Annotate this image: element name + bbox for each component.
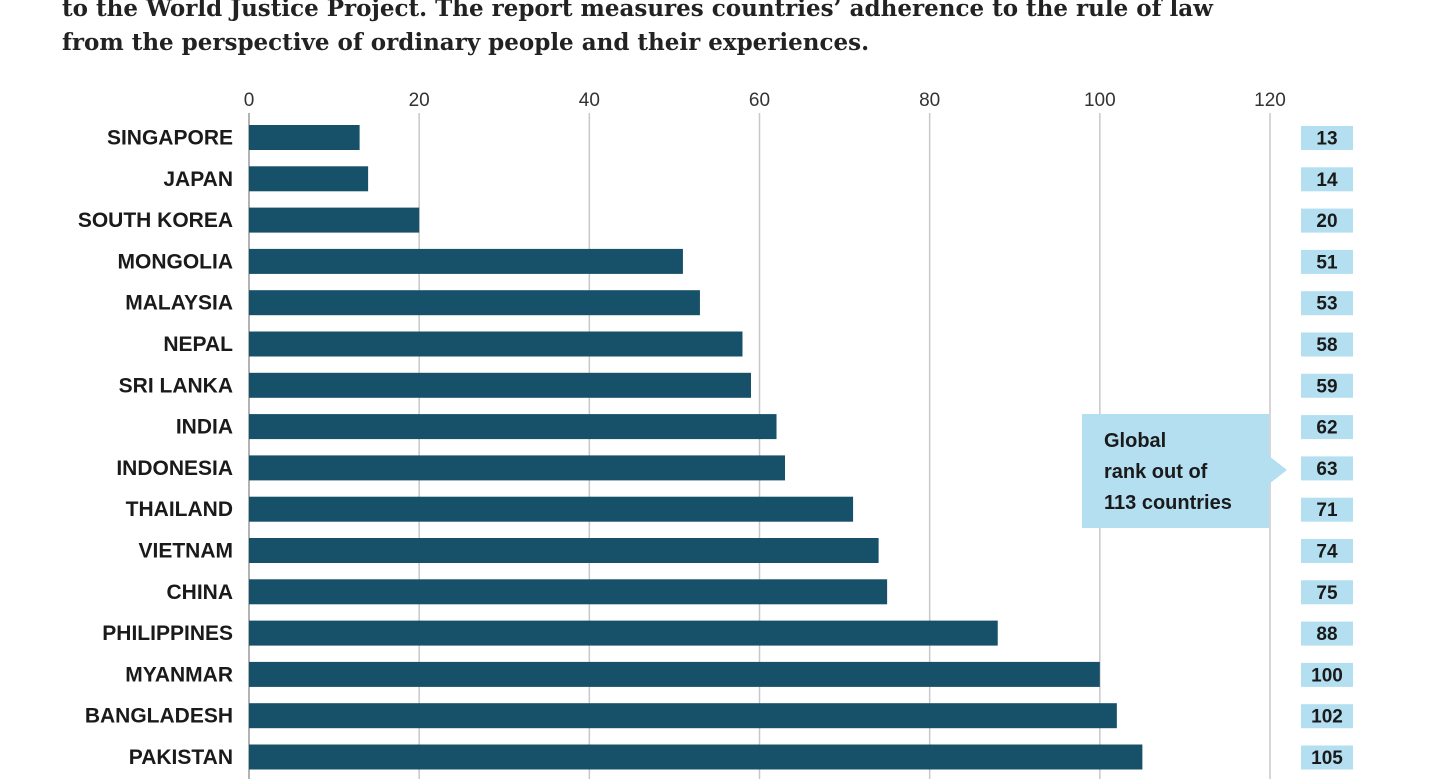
x-tick-label: 100 xyxy=(1084,90,1116,111)
intro-text: to the World Justice Project. The report… xyxy=(62,0,1362,60)
bar xyxy=(249,661,1100,687)
category-label: SRI LANKA xyxy=(119,374,233,397)
rank-label: 71 xyxy=(1316,500,1338,521)
rank-box xyxy=(1301,373,1353,398)
rank-box xyxy=(1301,539,1353,563)
callout-box xyxy=(1082,414,1269,528)
bar xyxy=(249,579,888,605)
bar xyxy=(249,331,743,357)
category-label: CHINA xyxy=(167,581,234,604)
bar xyxy=(249,290,700,316)
rank-label: 63 xyxy=(1316,459,1337,480)
callout-text-line: rank out of xyxy=(1104,461,1208,483)
bar xyxy=(249,744,1143,770)
rank-label: 13 xyxy=(1316,129,1337,150)
rank-label: 88 xyxy=(1316,624,1337,645)
callout-text-line: Global xyxy=(1104,430,1166,452)
rank-label: 62 xyxy=(1316,418,1337,439)
category-label: PAKISTAN xyxy=(129,746,233,769)
category-label: JAPAN xyxy=(163,168,233,191)
x-tick-label: 80 xyxy=(919,90,940,111)
category-label: NEPAL xyxy=(163,333,233,356)
rank-box xyxy=(1301,745,1353,770)
callout-pointer xyxy=(1269,456,1287,484)
rank-box xyxy=(1301,249,1353,274)
rank-box xyxy=(1301,662,1353,687)
category-label: MONGOLIA xyxy=(118,250,234,273)
rank-label: 58 xyxy=(1316,335,1337,356)
category-label: VIETNAM xyxy=(139,540,234,563)
rank-label: 59 xyxy=(1316,376,1337,397)
category-label: BANGLADESH xyxy=(85,705,233,728)
bar xyxy=(249,125,360,150)
bar xyxy=(249,496,854,522)
category-label: THAILAND xyxy=(126,498,233,521)
x-tick-label: 60 xyxy=(749,90,770,111)
x-tick-label: 40 xyxy=(579,90,600,111)
rank-label: 102 xyxy=(1311,707,1343,728)
rank-box xyxy=(1301,208,1353,233)
category-label: INDIA xyxy=(176,416,233,439)
bar xyxy=(249,703,1117,729)
bar xyxy=(249,414,777,440)
category-label: MYANMAR xyxy=(125,663,233,686)
category-label: PHILIPPINES xyxy=(102,622,233,645)
rank-box xyxy=(1301,291,1353,316)
category-label: MALAYSIA xyxy=(125,292,233,315)
category-label: SINGAPORE xyxy=(107,127,233,150)
rank-label: 105 xyxy=(1311,748,1343,769)
rank-box xyxy=(1301,126,1353,150)
rank-label: 14 xyxy=(1316,170,1338,191)
bar xyxy=(249,538,879,563)
x-tick-label: 20 xyxy=(409,90,430,111)
rank-box xyxy=(1301,704,1353,729)
rank-label: 53 xyxy=(1316,294,1337,315)
rank-box xyxy=(1301,497,1353,522)
bar xyxy=(249,372,751,398)
bar xyxy=(249,620,998,646)
rank-box xyxy=(1301,580,1353,605)
x-tick-label: 120 xyxy=(1254,90,1286,111)
rank-label: 100 xyxy=(1311,665,1343,686)
category-label: INDONESIA xyxy=(116,457,233,480)
callout-text-line: 113 countries xyxy=(1104,492,1232,514)
rank-box xyxy=(1301,415,1353,440)
rank-box xyxy=(1301,167,1353,192)
category-label: SOUTH KOREA xyxy=(78,209,233,232)
rank-box xyxy=(1301,332,1353,357)
x-tick-label: 0 xyxy=(244,90,255,111)
bar xyxy=(249,166,369,192)
intro-line-2: from the perspective of ordinary people … xyxy=(62,29,870,56)
bar xyxy=(249,248,683,274)
intro-line-1: to the World Justice Project. The report… xyxy=(62,0,1213,22)
bar xyxy=(249,207,420,233)
rank-label: 74 xyxy=(1316,542,1338,563)
bar xyxy=(249,455,786,481)
rank-box xyxy=(1301,456,1353,481)
rank-box xyxy=(1301,621,1353,646)
rank-label: 75 xyxy=(1316,583,1338,604)
rank-label: 20 xyxy=(1316,211,1337,232)
rank-label: 51 xyxy=(1316,252,1338,273)
